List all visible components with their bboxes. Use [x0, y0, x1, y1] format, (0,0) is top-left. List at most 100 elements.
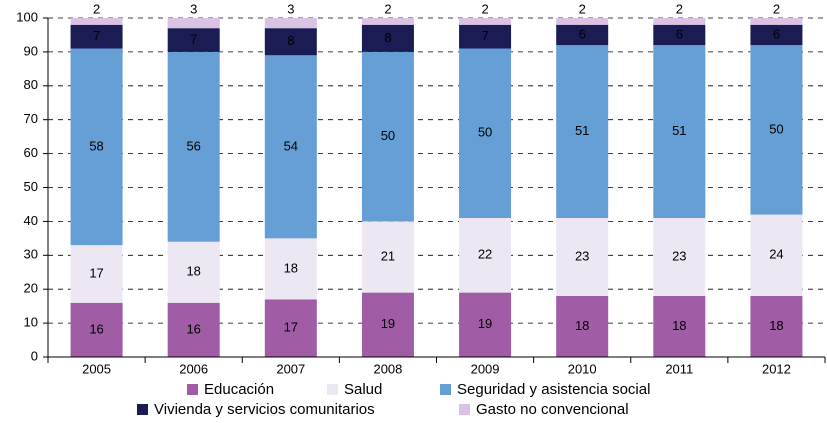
data-label: 56 — [186, 138, 200, 153]
x-tick-label: 2011 — [665, 361, 693, 376]
data-label: 6 — [676, 26, 683, 41]
bar-segment — [556, 24, 609, 46]
data-label: 24 — [769, 247, 783, 262]
bar-segment — [361, 221, 414, 293]
bar-segment — [653, 45, 706, 219]
bar-segment — [459, 48, 512, 219]
bar-segment — [556, 18, 609, 25]
bar-segment — [361, 51, 414, 222]
data-label: 50 — [381, 128, 395, 143]
bar-segment — [361, 18, 414, 25]
y-tick-label: 90 — [24, 43, 38, 58]
y-tick-label: 100 — [16, 9, 38, 24]
data-label: 16 — [186, 321, 200, 336]
bar-segment — [70, 24, 123, 49]
data-label: 7 — [190, 31, 197, 46]
data-label: 51 — [575, 123, 589, 138]
bar-segment — [750, 45, 803, 215]
bar-segment — [361, 24, 414, 52]
bar-segment — [556, 295, 609, 357]
bar-segment — [459, 218, 512, 293]
bar-segment — [70, 245, 123, 303]
data-label: 18 — [769, 318, 783, 333]
legend-label: Educación — [204, 381, 274, 398]
data-label: 22 — [478, 247, 492, 262]
bar-segment — [264, 55, 317, 239]
bar-segment — [750, 214, 803, 296]
data-label: 58 — [89, 138, 103, 153]
bar-segment — [70, 18, 123, 25]
bar-segment — [750, 18, 803, 25]
bar-segment — [361, 292, 414, 357]
data-label: 8 — [384, 30, 391, 45]
bar-segment — [167, 302, 220, 357]
data-label: 50 — [769, 121, 783, 136]
x-tick-label: 2009 — [471, 361, 500, 376]
bar-segment — [167, 241, 220, 303]
y-tick-label: 10 — [24, 315, 38, 330]
bar-segment — [653, 18, 706, 25]
x-tick-label: 2008 — [373, 361, 402, 376]
data-label: 3 — [190, 1, 197, 16]
bar-segment — [459, 24, 512, 49]
bar-segment — [459, 18, 512, 25]
data-label: 8 — [287, 33, 294, 48]
bar-segment — [653, 295, 706, 357]
y-tick-label: 30 — [24, 247, 38, 262]
data-label: 23 — [672, 248, 686, 263]
bar-segment — [653, 24, 706, 46]
y-tick-label: 60 — [24, 145, 38, 160]
data-label: 2 — [93, 1, 100, 16]
y-tick-label: 40 — [24, 213, 38, 228]
data-label: 16 — [89, 321, 103, 336]
data-label: 2 — [676, 1, 683, 16]
data-label: 50 — [478, 125, 492, 140]
x-tick-label: 2005 — [82, 361, 111, 376]
data-label: 2 — [773, 1, 780, 16]
y-tick-label: 80 — [24, 77, 38, 92]
data-label: 18 — [672, 318, 686, 333]
bar-segment — [750, 24, 803, 46]
bar-segment — [556, 218, 609, 296]
legend-label: Salud — [344, 381, 382, 398]
legend-swatch — [327, 384, 338, 395]
y-tick-label: 50 — [24, 179, 38, 194]
legend-label: Seguridad y asistencia social — [457, 381, 650, 398]
data-label: 17 — [89, 265, 103, 280]
data-label: 6 — [579, 26, 586, 41]
x-tick-label: 2007 — [276, 361, 305, 376]
data-label: 21 — [381, 248, 395, 263]
legend-swatch — [459, 404, 470, 415]
data-label: 19 — [478, 316, 492, 331]
data-label: 19 — [381, 316, 395, 331]
y-tick-label: 70 — [24, 111, 38, 126]
data-label: 23 — [575, 248, 589, 263]
x-tick-label: 2006 — [179, 361, 208, 376]
bar-segment — [556, 45, 609, 219]
legend-label: Gasto no convencional — [476, 401, 629, 418]
bar-segment — [70, 302, 123, 357]
bar-segment — [264, 18, 317, 29]
data-label: 2 — [384, 1, 391, 16]
data-label: 18 — [186, 264, 200, 279]
x-tick-label: 2012 — [762, 361, 791, 376]
bar-segment — [653, 218, 706, 296]
x-tick-label: 2010 — [568, 361, 597, 376]
legend-swatch — [440, 384, 451, 395]
bar-segment — [750, 295, 803, 357]
data-label: 7 — [481, 28, 488, 43]
bar-segment — [459, 292, 512, 357]
bar-segment — [167, 51, 220, 242]
data-label: 18 — [284, 260, 298, 275]
bar-segment — [70, 48, 123, 246]
bar-segment — [264, 299, 317, 357]
data-label: 18 — [575, 318, 589, 333]
data-label: 2 — [481, 1, 488, 16]
data-label: 6 — [773, 26, 780, 41]
data-label: 54 — [284, 138, 298, 153]
data-label: 3 — [287, 1, 294, 16]
y-tick-label: 20 — [24, 281, 38, 296]
bar-segment — [264, 28, 317, 56]
data-label: 2 — [579, 1, 586, 16]
